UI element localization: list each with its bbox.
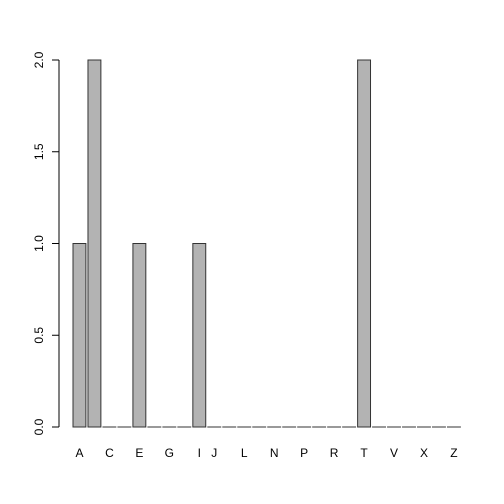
- y-tick-label: 2.0: [32, 51, 46, 68]
- y-tick-label: 0.5: [32, 327, 46, 344]
- x-tick-label: I: [198, 446, 201, 460]
- bar-I: [192, 243, 207, 428]
- x-tick-label: T: [360, 446, 368, 460]
- x-tick-label: E: [135, 446, 143, 460]
- x-tick-label: A: [75, 446, 83, 460]
- x-tick-label: J: [211, 446, 217, 460]
- bars: [72, 59, 461, 428]
- x-tick-label: C: [105, 446, 114, 460]
- y-tick-label: 1.5: [32, 143, 46, 160]
- x-tick-label: V: [390, 446, 398, 460]
- x-tick-label: G: [165, 446, 174, 460]
- bar-E: [132, 243, 147, 428]
- x-tick-label: P: [300, 446, 308, 460]
- y-axis: 0.0 0.5 1.0 1.5 2.0: [32, 51, 60, 435]
- y-tick-label: 0.0: [32, 418, 46, 435]
- x-tick-label: L: [241, 446, 248, 460]
- bar-B: [87, 59, 102, 428]
- x-tick-label: Z: [450, 446, 457, 460]
- x-tick-label: R: [330, 446, 339, 460]
- x-tick-label: N: [270, 446, 279, 460]
- bar-T: [357, 59, 372, 428]
- y-tick-label: 1.0: [32, 235, 46, 252]
- bar-A: [72, 243, 87, 428]
- x-tick-label: X: [420, 446, 428, 460]
